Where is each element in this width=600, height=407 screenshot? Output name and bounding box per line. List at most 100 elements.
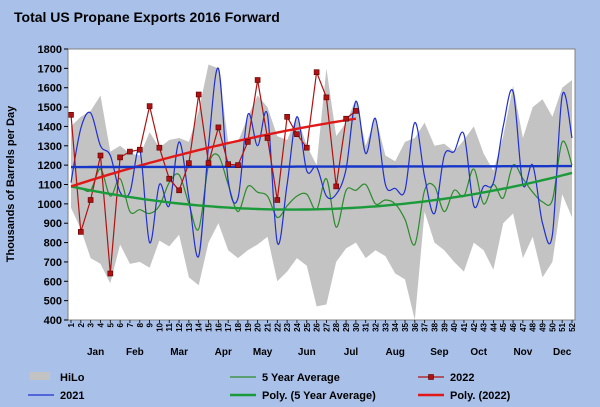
trend-layer bbox=[70, 117, 573, 211]
x-tick-label-12: 12 bbox=[175, 322, 184, 331]
point-2022-week-13 bbox=[186, 160, 192, 166]
x-tick-label-40: 40 bbox=[450, 322, 459, 331]
y-axis-label: Thousands of Barrels per Day bbox=[5, 105, 17, 262]
x-tick-label-22: 22 bbox=[273, 322, 282, 331]
y-tick-label-1700: 1700 bbox=[38, 63, 62, 75]
x-tick-label-18: 18 bbox=[234, 322, 243, 331]
x-tick-label-46: 46 bbox=[509, 322, 518, 331]
x-tick-label-41: 41 bbox=[460, 322, 469, 331]
legend-label-poly-2022: Poly. (2022) bbox=[450, 390, 511, 402]
legend-swatch-hilo bbox=[30, 372, 50, 380]
legend-swatch-marker-2022 bbox=[428, 374, 434, 380]
y-tick-label-1000: 1000 bbox=[38, 199, 62, 211]
chart-title: Total US Propane Exports 2016 Forward bbox=[14, 9, 280, 25]
x-tick-label-19: 19 bbox=[244, 322, 253, 331]
point-2022-week-29 bbox=[343, 115, 349, 122]
month-label-jan: Jan bbox=[87, 347, 104, 358]
point-2022-week-21 bbox=[264, 135, 271, 141]
trendline-flat-trend-line bbox=[71, 164, 572, 169]
x-tick-label-6: 6 bbox=[116, 322, 125, 327]
x-tick-label-37: 37 bbox=[421, 322, 430, 331]
x-tick-label-28: 28 bbox=[332, 322, 341, 331]
x-tick-label-27: 27 bbox=[322, 322, 331, 331]
x-tick-label-39: 39 bbox=[440, 322, 449, 331]
point-2022-week-30 bbox=[353, 108, 359, 114]
point-2022-week-22 bbox=[274, 197, 281, 203]
point-2022-week-28 bbox=[333, 183, 340, 190]
x-tick-label-23: 23 bbox=[283, 322, 292, 331]
x-tick-label-1: 1 bbox=[67, 322, 76, 327]
x-tick-label-21: 21 bbox=[264, 322, 273, 331]
month-label-nov: Nov bbox=[513, 347, 532, 358]
x-tick-label-32: 32 bbox=[372, 322, 381, 331]
y-tick-label-800: 800 bbox=[44, 238, 62, 250]
x-tick-label-34: 34 bbox=[391, 322, 400, 331]
point-2022-week-5 bbox=[107, 270, 114, 277]
x-tick-label-51: 51 bbox=[558, 322, 567, 331]
point-2022-week-15 bbox=[205, 160, 212, 166]
x-tick-label-48: 48 bbox=[529, 322, 538, 331]
point-2022-week-8 bbox=[137, 146, 143, 153]
x-tick-label-7: 7 bbox=[126, 322, 135, 327]
point-2022-week-12 bbox=[176, 187, 182, 194]
x-tick-label-43: 43 bbox=[480, 322, 489, 331]
point-2022-week-2 bbox=[78, 229, 84, 235]
x-tick-label-9: 9 bbox=[146, 322, 155, 327]
x-tick-label-25: 25 bbox=[303, 322, 312, 331]
point-2022-week-20 bbox=[254, 77, 261, 83]
month-label-oct: Oct bbox=[470, 347, 487, 358]
point-2022-week-4 bbox=[97, 152, 104, 159]
y-tick-label-500: 500 bbox=[44, 296, 62, 308]
x-tick-label-15: 15 bbox=[205, 322, 214, 331]
point-2022-week-26 bbox=[313, 69, 320, 75]
x-tick-label-30: 30 bbox=[352, 322, 361, 331]
trendline-poly-2022 bbox=[70, 117, 357, 188]
point-2022-week-24 bbox=[294, 131, 300, 137]
x-tick-label-4: 4 bbox=[97, 322, 106, 327]
x-tick-label-52: 52 bbox=[568, 322, 577, 331]
x-axis: 1 2 3 4 5 6 7 8 9 10 11 12 13 14 15 16 17 18 19 20 21 22 23 24 2… bbox=[67, 320, 577, 332]
x-tick-label-8: 8 bbox=[136, 322, 145, 327]
x-tick-label-26: 26 bbox=[313, 322, 322, 331]
point-2022-week-23 bbox=[284, 114, 290, 120]
y-tick-label-1100: 1100 bbox=[38, 180, 62, 192]
x-tick-label-42: 42 bbox=[470, 322, 479, 331]
y-tick-label-1300: 1300 bbox=[38, 141, 62, 153]
month-label-jul: Jul bbox=[344, 347, 359, 358]
point-2022-week-11 bbox=[166, 175, 172, 182]
x-tick-label-2: 2 bbox=[77, 322, 86, 327]
point-2022-week-16 bbox=[215, 124, 222, 131]
point-2022-week-9 bbox=[146, 103, 153, 109]
x-tick-label-13: 13 bbox=[185, 322, 194, 331]
x-tick-label-5: 5 bbox=[106, 322, 115, 327]
month-label-jun: Jun bbox=[298, 347, 316, 358]
month-label-apr: Apr bbox=[215, 347, 232, 358]
x-tick-label-38: 38 bbox=[431, 322, 440, 331]
x-tick-label-3: 3 bbox=[87, 322, 96, 327]
point-2022-week-1 bbox=[68, 112, 74, 118]
marker-layer bbox=[68, 69, 359, 277]
x-tick-label-50: 50 bbox=[548, 322, 557, 331]
point-2022-week-17 bbox=[225, 161, 231, 167]
x-tick-label-35: 35 bbox=[401, 322, 410, 331]
x-tick-label-16: 16 bbox=[214, 322, 223, 331]
x-tick-label-36: 36 bbox=[411, 322, 420, 331]
point-2022-week-27 bbox=[323, 94, 330, 101]
month-labels: Jan Feb Mar Apr May Jun Jul Aug Sep Oct Nov Dec bbox=[87, 347, 572, 358]
x-tick-label-10: 10 bbox=[155, 322, 164, 331]
y-tick-label-700: 700 bbox=[44, 257, 62, 269]
x-tick-label-11: 11 bbox=[165, 322, 174, 331]
point-2022-week-3 bbox=[87, 197, 94, 203]
x-tick-label-33: 33 bbox=[381, 322, 390, 331]
y-tick-label-900: 900 bbox=[44, 218, 62, 230]
legend-label-poly-5-year-average: Poly. (5 Year Average) bbox=[262, 390, 376, 402]
x-tick-label-49: 49 bbox=[539, 322, 548, 331]
x-tick-label-45: 45 bbox=[499, 322, 508, 331]
month-label-may: May bbox=[253, 347, 273, 358]
month-label-sep: Sep bbox=[430, 347, 448, 358]
legend: HiLo 5 Year Average 2022 2021 Poly. (5 Year … bbox=[28, 372, 511, 402]
y-tick-label-1200: 1200 bbox=[38, 160, 62, 172]
y-tick-label-1800: 1800 bbox=[38, 44, 62, 56]
